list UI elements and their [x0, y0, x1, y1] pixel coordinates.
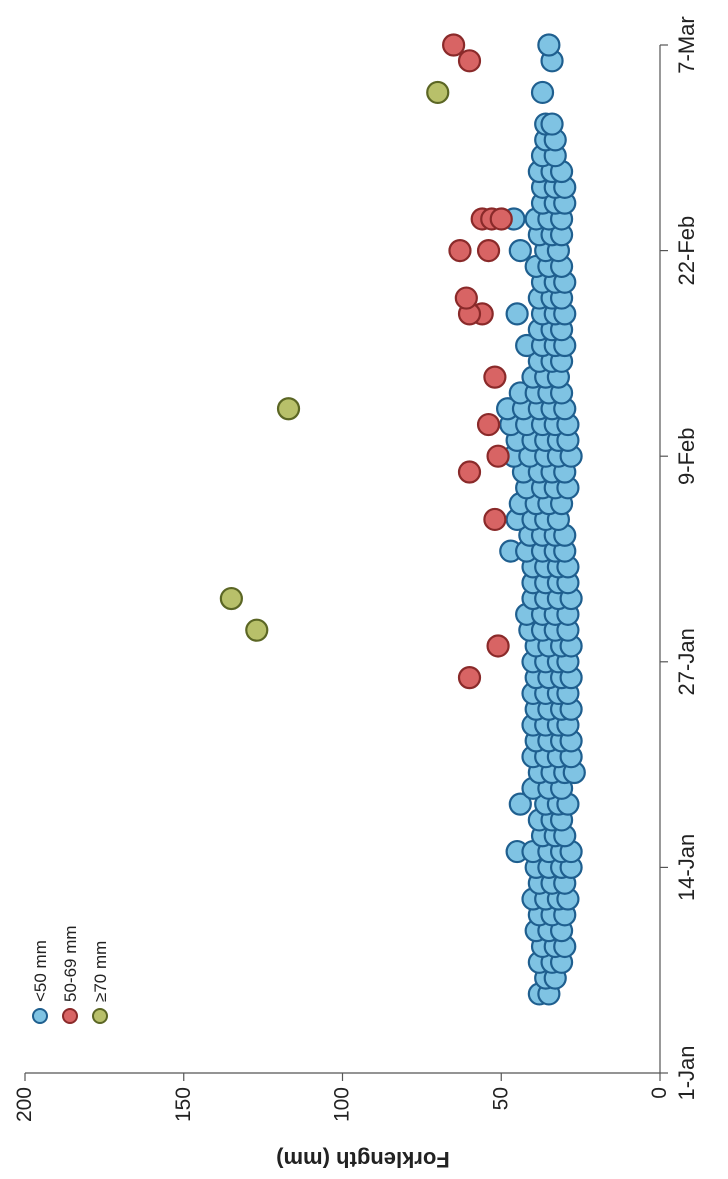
data-point — [219, 586, 243, 611]
data-point — [245, 618, 269, 642]
data-point — [486, 634, 510, 658]
data-point — [476, 412, 501, 437]
data-point — [486, 444, 510, 468]
value-tick-label: 200 — [13, 1087, 36, 1122]
data-point — [442, 33, 466, 57]
data-point — [448, 239, 472, 263]
date-tick-label: 22-Feb — [674, 216, 699, 286]
data-point — [457, 666, 482, 690]
legend-marker — [92, 1008, 108, 1024]
legend-label: ≥70 mm — [91, 941, 110, 1002]
data-point — [426, 80, 450, 105]
data-point — [457, 49, 482, 73]
date-tick-label: 1-Jan — [674, 1045, 699, 1100]
data-point — [505, 302, 529, 326]
legend-label: 50-69 mm — [61, 925, 80, 1002]
legend-marker — [62, 1008, 78, 1024]
points-group — [219, 33, 586, 1006]
data-point — [537, 33, 561, 57]
data-point — [540, 112, 564, 136]
date-tick-label: 14-Jan — [674, 834, 699, 901]
value-tick-label: 0 — [648, 1087, 671, 1099]
data-point — [483, 507, 507, 532]
data-point — [508, 239, 532, 263]
data-point — [454, 286, 478, 310]
data-point — [508, 792, 532, 816]
data-point — [457, 460, 482, 484]
legend: <50 mm 50-69 mm ≥70 mm — [31, 925, 110, 1024]
data-point — [483, 365, 507, 389]
data-point — [476, 239, 501, 263]
value-axis-title: Forklength (mm) — [276, 1147, 450, 1172]
labels-group: Forklength (mm) — [276, 1147, 450, 1172]
date-tick-label: 9-Feb — [674, 427, 699, 484]
legend-label: <50 mm — [31, 940, 50, 1002]
data-point — [489, 207, 513, 231]
date-tick-label: 27-Jan — [674, 628, 699, 695]
date-tick-label: 7-Mar — [674, 16, 699, 73]
data-point — [530, 80, 555, 105]
legend-marker — [32, 1008, 48, 1024]
value-tick-label: 100 — [331, 1087, 354, 1122]
value-tick-label: 50 — [489, 1087, 512, 1110]
value-tick-label: 150 — [172, 1087, 195, 1122]
axes-group: 0 50 100 150 200 1-Jan 14-Jan 27-Jan 9-Feb 22-Feb… — [13, 16, 699, 1122]
data-point — [276, 397, 301, 421]
